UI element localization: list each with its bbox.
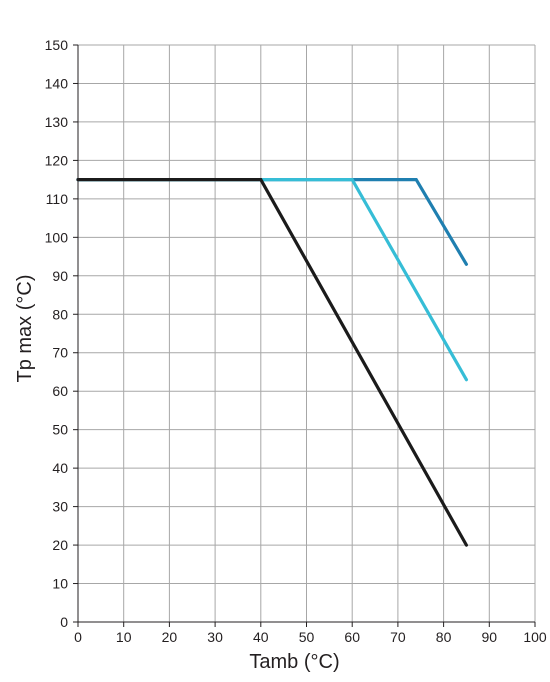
- x-tick-label: 90: [482, 629, 498, 645]
- y-tick-label: 40: [52, 460, 68, 476]
- y-tick-label: 30: [52, 499, 68, 515]
- x-tick-label: 30: [207, 629, 223, 645]
- x-tick-label: 50: [299, 629, 315, 645]
- x-tick-label: 0: [74, 629, 82, 645]
- grid: [78, 44, 536, 622]
- y-tick-label: 50: [52, 422, 68, 438]
- series-line-2: [76, 178, 468, 382]
- y-axis-title: Tp max (°C): [14, 275, 36, 383]
- y-tick-label: 80: [52, 306, 68, 322]
- y-tick-label: 100: [45, 229, 69, 245]
- x-tick-label: 80: [436, 629, 452, 645]
- series-lines: [76, 178, 468, 547]
- x-tick-label: 60: [344, 629, 360, 645]
- x-tick-label: 100: [523, 629, 547, 645]
- axes: [73, 44, 536, 627]
- series-line-3: [76, 178, 468, 547]
- series-line-1: [76, 178, 468, 266]
- y-tick-label: 140: [45, 75, 69, 91]
- y-tick-label: 90: [52, 268, 68, 284]
- y-tick-label: 0: [60, 614, 68, 630]
- y-tick-label: 70: [52, 345, 68, 361]
- x-tick-label: 40: [253, 629, 269, 645]
- y-tick-label: 10: [52, 576, 68, 592]
- x-tick-label: 10: [116, 629, 132, 645]
- y-tick-label: 20: [52, 537, 68, 553]
- tick-labels: 0 10 20 30 40 50 60 70 80 90 100 0 10 20 30 40 50 60 70 80 9…: [45, 37, 547, 645]
- x-axis-title: Tamb (°C): [249, 651, 339, 673]
- y-tick-label: 120: [45, 152, 69, 168]
- y-tick-label: 110: [46, 191, 69, 207]
- y-tick-label: 130: [45, 114, 69, 130]
- x-tick-label: 20: [162, 629, 178, 645]
- x-tick-label: 70: [390, 629, 406, 645]
- y-tick-label: 60: [52, 383, 68, 399]
- y-tick-label: 150: [45, 37, 69, 53]
